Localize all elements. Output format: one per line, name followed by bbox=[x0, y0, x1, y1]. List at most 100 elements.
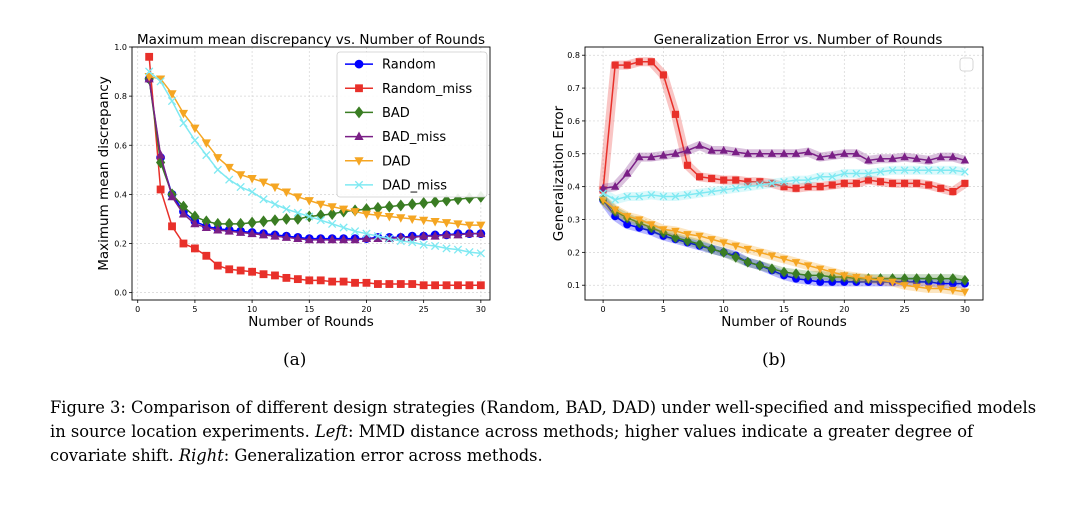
data-point bbox=[610, 206, 620, 215]
figure-caption: Figure 3: Comparison of different design… bbox=[50, 396, 1040, 468]
data-point bbox=[361, 210, 372, 220]
data-point bbox=[828, 181, 836, 189]
chart-title: Generalization Error vs. Number of Round… bbox=[654, 32, 943, 48]
data-point bbox=[236, 266, 245, 275]
data-point bbox=[327, 203, 337, 212]
data-point bbox=[464, 192, 475, 205]
data-point bbox=[623, 220, 632, 229]
data-point bbox=[350, 227, 360, 236]
data-point bbox=[293, 193, 303, 202]
data-point bbox=[623, 213, 632, 221]
data-point bbox=[924, 285, 933, 294]
data-point bbox=[258, 178, 269, 188]
y-tick-label: 0.3 bbox=[567, 216, 580, 225]
data-point bbox=[767, 252, 777, 261]
plot-frame bbox=[584, 46, 984, 301]
data-point bbox=[201, 222, 211, 231]
data-point bbox=[598, 183, 608, 192]
series-dad-miss bbox=[145, 67, 485, 258]
data-point bbox=[792, 184, 800, 192]
data-point bbox=[270, 183, 280, 193]
data-point bbox=[385, 234, 394, 243]
y-tick-label: 0.4 bbox=[567, 183, 580, 192]
data-point bbox=[476, 221, 486, 231]
data-point bbox=[281, 188, 292, 197]
y-tick-label: 0.1 bbox=[567, 281, 580, 290]
subfigure-label-a: (a) bbox=[283, 350, 307, 370]
data-point bbox=[178, 208, 189, 218]
data-point bbox=[599, 189, 607, 198]
data-point bbox=[635, 192, 644, 201]
series-dad bbox=[144, 73, 486, 231]
data-point bbox=[408, 238, 417, 247]
data-point bbox=[888, 179, 897, 187]
data-point bbox=[168, 222, 176, 231]
x-tick-label: 30 bbox=[476, 305, 486, 314]
data-point bbox=[864, 176, 872, 184]
data-point bbox=[647, 191, 656, 199]
data-point bbox=[156, 77, 165, 86]
x-tick-label: 20 bbox=[839, 305, 849, 314]
legend-marker-dad-miss bbox=[354, 180, 364, 190]
data-point bbox=[755, 249, 765, 257]
data-point bbox=[281, 232, 292, 241]
data-point bbox=[270, 214, 280, 227]
y-tick-label: 0.4 bbox=[114, 190, 127, 199]
data-point bbox=[304, 197, 314, 206]
data-point bbox=[828, 271, 837, 283]
data-point bbox=[213, 165, 222, 174]
data-point bbox=[179, 119, 188, 128]
y-tick-label: 0.2 bbox=[114, 240, 127, 249]
data-point bbox=[373, 201, 383, 214]
series-bad-miss bbox=[598, 140, 970, 193]
caption-part3: : Generalization error across methods. bbox=[223, 446, 543, 465]
legend-marker-random-miss bbox=[355, 84, 363, 93]
data-point bbox=[671, 227, 680, 236]
data-point bbox=[659, 226, 668, 234]
legend-marker-random bbox=[354, 59, 364, 69]
data-point bbox=[454, 281, 462, 290]
data-point bbox=[339, 277, 348, 286]
data-point bbox=[623, 61, 631, 69]
mmd-chart: Maximum mean discrepancy vs. Number of R… bbox=[0, 0, 540, 350]
data-point bbox=[282, 204, 291, 214]
data-point bbox=[259, 195, 268, 204]
y-tick-label: 0.5 bbox=[567, 150, 580, 159]
y-tick-label: 1.0 bbox=[114, 43, 127, 52]
data-point bbox=[430, 217, 440, 227]
data-point bbox=[213, 224, 223, 234]
x-tick-label: 30 bbox=[960, 305, 970, 314]
data-point bbox=[635, 58, 643, 66]
data-point bbox=[852, 179, 860, 187]
data-point bbox=[316, 234, 326, 244]
data-point bbox=[224, 163, 234, 173]
data-point bbox=[167, 191, 177, 201]
generalization-error-chart: Generalization Error vs. Number of Round… bbox=[545, 0, 1080, 350]
data-point bbox=[768, 179, 776, 188]
data-point bbox=[339, 223, 348, 232]
data-point bbox=[316, 216, 325, 225]
x-tick-label: 10 bbox=[719, 305, 729, 314]
data-point bbox=[888, 278, 897, 287]
data-point bbox=[815, 265, 825, 274]
data-point bbox=[258, 229, 269, 239]
data-point bbox=[635, 152, 644, 161]
legend-marker-bad-miss bbox=[354, 131, 364, 141]
data-point bbox=[816, 183, 824, 191]
data-point bbox=[419, 196, 429, 209]
legend-label-dad: DAD bbox=[382, 154, 411, 169]
data-point bbox=[780, 177, 788, 186]
data-point bbox=[756, 178, 764, 186]
data-point bbox=[767, 149, 777, 157]
legend bbox=[959, 57, 974, 72]
data-point bbox=[225, 175, 234, 184]
data-point bbox=[707, 145, 716, 154]
data-point bbox=[792, 176, 800, 184]
data-point bbox=[707, 243, 716, 255]
data-point bbox=[373, 211, 383, 221]
data-point bbox=[912, 166, 921, 175]
data-point bbox=[659, 150, 668, 159]
data-point bbox=[683, 191, 692, 199]
data-point bbox=[145, 52, 154, 61]
data-point bbox=[925, 181, 933, 189]
